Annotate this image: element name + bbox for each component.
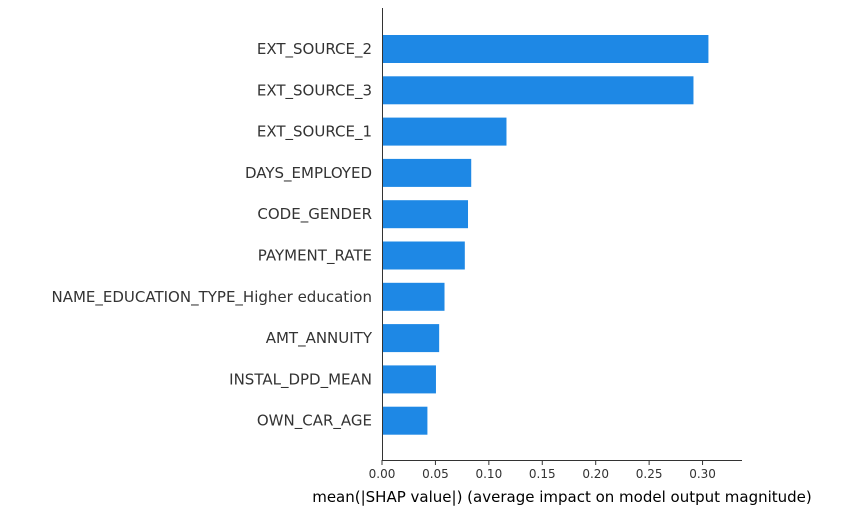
- category-label: OWN_CAR_AGE: [257, 412, 372, 431]
- bars-group: [382, 35, 709, 435]
- category-label: DAYS_EMPLOYED: [245, 164, 372, 183]
- category-labels-group: EXT_SOURCE_2 EXT_SOURCE_3 EXT_SOURCE_1 DAYS…: [51, 40, 372, 431]
- x-tick-label: 0.10: [475, 467, 502, 481]
- category-label: EXT_SOURCE_3: [257, 81, 372, 100]
- x-axis-title: mean(|SHAP value|) (average impact on mo…: [312, 488, 812, 506]
- x-tick-label: 0.25: [636, 467, 663, 481]
- x-ticks-group: 0.00 0.05 0.10 0.15 0.20 0.25 0.30: [369, 460, 716, 481]
- x-tick-label: 0.20: [582, 467, 609, 481]
- bar: [382, 35, 709, 63]
- category-label: CODE_GENDER: [257, 205, 372, 224]
- category-label: EXT_SOURCE_2: [257, 40, 372, 59]
- category-label: INSTAL_DPD_MEAN: [229, 370, 372, 389]
- bar: [382, 324, 440, 353]
- bar: [382, 117, 507, 146]
- bar: [382, 365, 436, 394]
- x-tick-label: 0.00: [369, 467, 396, 481]
- bar: [382, 282, 445, 311]
- bar: [382, 406, 428, 435]
- x-tick-label: 0.30: [689, 467, 716, 481]
- x-tick-label: 0.15: [529, 467, 556, 481]
- bar: [382, 76, 694, 105]
- bar: [382, 200, 469, 229]
- bar: [382, 158, 472, 187]
- category-label: NAME_EDUCATION_TYPE_Higher education: [51, 288, 372, 307]
- bar: [382, 241, 465, 270]
- category-label: EXT_SOURCE_1: [257, 123, 372, 142]
- x-tick-label: 0.05: [422, 467, 449, 481]
- category-label: AMT_ANNUITY: [266, 329, 373, 348]
- category-label: PAYMENT_RATE: [258, 247, 372, 266]
